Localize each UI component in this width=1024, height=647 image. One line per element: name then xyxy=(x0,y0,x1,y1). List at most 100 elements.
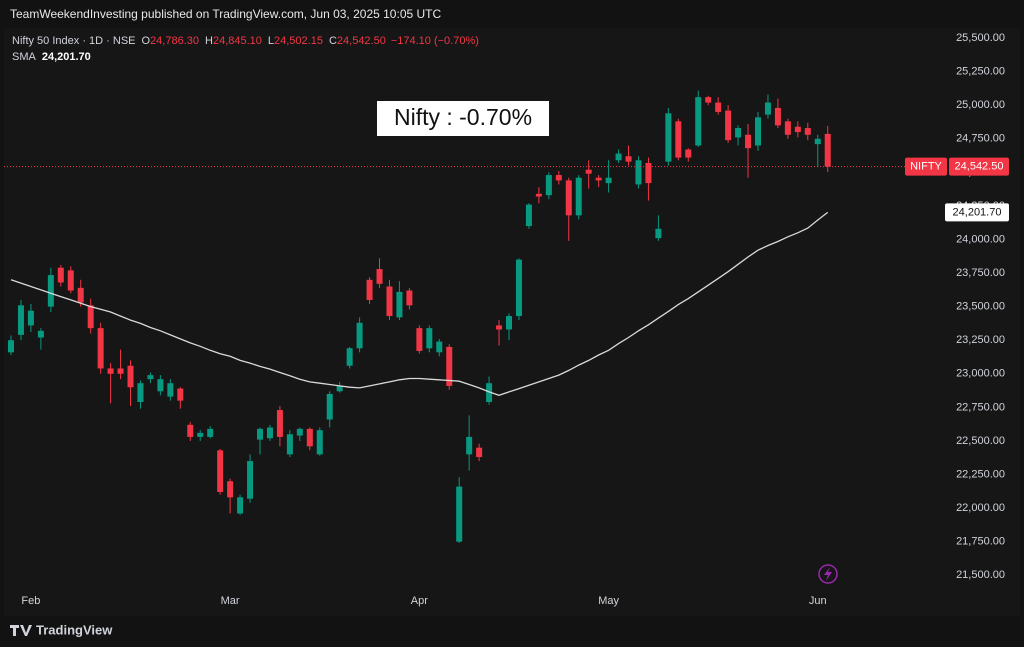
legend-row: SMA 24,201.70 xyxy=(12,51,91,63)
candle-body xyxy=(366,279,373,300)
candle-body xyxy=(446,346,453,386)
candle-body xyxy=(247,461,254,499)
candle-body xyxy=(545,175,552,196)
candle-body xyxy=(276,410,283,437)
y-tick-label: 25,000.00 xyxy=(956,99,1005,111)
annotation: Nifty : -0.70% xyxy=(394,104,532,130)
candle-body xyxy=(784,121,791,135)
annotation-box: Nifty : -0.70% xyxy=(377,101,549,136)
candle-body xyxy=(316,430,323,455)
candle-body xyxy=(416,328,423,351)
x-tick-label: Mar xyxy=(221,595,240,607)
x-tick-label: Feb xyxy=(21,595,40,607)
candle-body xyxy=(286,434,293,455)
publisher-header: TeamWeekendInvesting published on Tradin… xyxy=(10,7,441,21)
candle-body xyxy=(665,113,672,162)
legend-ohlc-value: 24,542.50 xyxy=(337,35,386,47)
y-tick-label: 23,000.00 xyxy=(956,368,1005,380)
candle-body xyxy=(525,204,532,227)
candle-body xyxy=(157,379,164,392)
footer-logo: TradingView xyxy=(10,622,113,637)
y-tick-label: 23,500.00 xyxy=(956,301,1005,313)
candle-body xyxy=(595,177,602,181)
candle-body xyxy=(675,121,682,158)
candle-body xyxy=(117,368,124,374)
candle-body xyxy=(237,497,244,514)
candle-body xyxy=(436,341,443,353)
candle-body xyxy=(8,340,14,353)
candle-body xyxy=(456,486,463,542)
candle-body xyxy=(615,153,622,161)
x-tick-label: Apr xyxy=(411,595,428,607)
y-tick-label: 22,750.00 xyxy=(956,401,1005,413)
candle-body xyxy=(67,270,74,291)
candle-body xyxy=(197,432,204,437)
candle-body xyxy=(17,305,24,335)
y-tick-label: 25,500.00 xyxy=(956,32,1005,44)
candle-body xyxy=(326,393,333,420)
candle-body xyxy=(794,126,801,133)
candle-body xyxy=(426,328,433,349)
candle-body xyxy=(87,305,94,329)
candle-body xyxy=(37,330,44,338)
legend-ohlc-key: H xyxy=(205,35,213,47)
candle-body xyxy=(496,325,503,330)
candle-body xyxy=(127,365,134,388)
candle-body xyxy=(97,328,104,369)
x-tick-label: May xyxy=(598,595,619,607)
y-tick-label: 21,750.00 xyxy=(956,536,1005,548)
last-badge-bg xyxy=(949,157,1009,176)
candle-body xyxy=(346,348,353,366)
candle-body xyxy=(725,110,732,141)
candle-body xyxy=(635,160,642,185)
y-tick-label: 23,750.00 xyxy=(956,267,1005,279)
candle-body xyxy=(207,428,214,437)
candle-body xyxy=(257,428,263,440)
last-badge-value: 24,542.50 xyxy=(955,161,1004,173)
candle-body xyxy=(217,450,224,492)
legend-sma-value: 24,201.70 xyxy=(42,51,91,63)
candle-body xyxy=(655,228,662,239)
candle-body xyxy=(336,385,343,392)
legend-ohlc-value: 24,502.15 xyxy=(274,35,323,47)
y-tick-label: 22,000.00 xyxy=(956,502,1005,514)
candle-body xyxy=(804,128,811,135)
y-tick-label: 21,500.00 xyxy=(956,569,1005,581)
candle-body xyxy=(47,275,54,307)
candle-body xyxy=(755,117,761,146)
legend-sma-name: SMA xyxy=(12,51,37,63)
candle-body xyxy=(575,177,582,216)
sma-badge-value: 24,201.70 xyxy=(953,206,1002,218)
y-tick-label: 24,000.00 xyxy=(956,233,1005,245)
candle-body xyxy=(535,193,542,197)
candle-body xyxy=(605,177,612,184)
legend-change: −174.10 (−0.70%) xyxy=(391,35,479,47)
y-tick-label: 22,250.00 xyxy=(956,468,1005,480)
last-badge-name-bg xyxy=(905,157,947,176)
candle-body xyxy=(625,156,632,162)
legend-ohlc-value: 24,845.10 xyxy=(213,35,262,47)
legend-symbol: Nifty 50 Index · 1D · NSE xyxy=(12,35,136,47)
candle-body xyxy=(167,383,174,397)
icon-bolt xyxy=(824,567,832,581)
candle-body xyxy=(735,128,742,138)
legend-ohlc-key: C xyxy=(329,35,337,47)
candle-body xyxy=(406,290,413,306)
candle-body xyxy=(585,169,592,174)
y-tick-label: 25,250.00 xyxy=(956,66,1005,78)
candle-body xyxy=(296,428,303,436)
sma-badge-bg xyxy=(945,203,1009,222)
candle-body xyxy=(645,162,652,184)
candle-body xyxy=(515,259,522,317)
candle-body xyxy=(506,316,512,330)
candle-body xyxy=(745,134,752,149)
candle-body xyxy=(187,424,194,437)
sma-line xyxy=(10,211,829,396)
candle-body xyxy=(356,322,363,349)
candle-body xyxy=(266,427,273,439)
candle-body xyxy=(306,428,313,447)
candle-body xyxy=(77,287,84,303)
icon-ring xyxy=(818,564,838,584)
candle-body xyxy=(814,138,821,145)
